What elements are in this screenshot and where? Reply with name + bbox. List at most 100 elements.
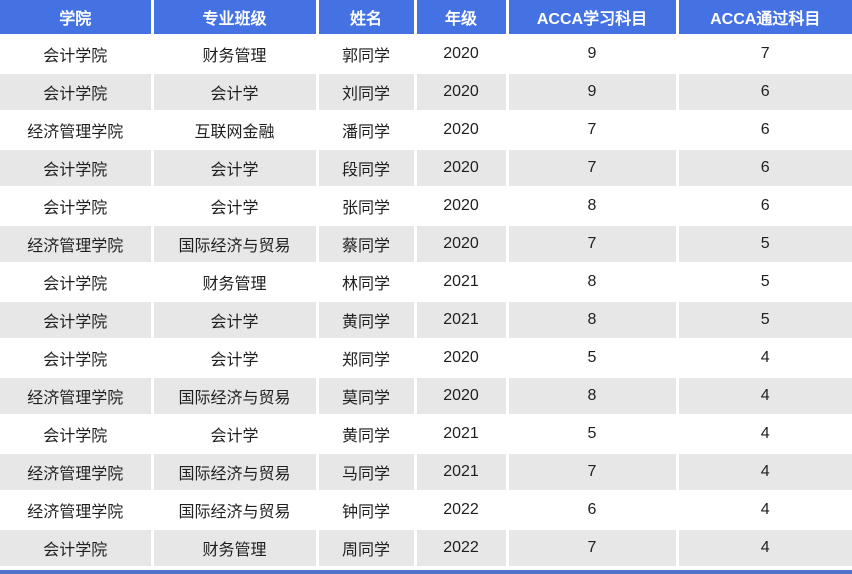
table-cell: 4 (677, 415, 852, 454)
table-cell: 财务管理 (152, 529, 319, 568)
table-cell: 4 (677, 339, 852, 378)
table-cell: 黄同学 (317, 301, 417, 340)
table-cell: 2020 (415, 187, 509, 226)
table-cell: 7 (507, 149, 679, 188)
table-cell: 7 (677, 35, 852, 74)
table-cell: 会计学院 (0, 149, 154, 188)
table-cell: 5 (677, 225, 852, 264)
table-cell: 2022 (415, 529, 509, 568)
table-cell: 4 (677, 529, 852, 568)
table-row: 经济管理学院 国际经济与贸易 莫同学 2020 8 4 (0, 377, 852, 416)
table-cell: 郭同学 (317, 35, 417, 74)
column-header: ACCA通过科目 (677, 0, 852, 36)
table-cell: 林同学 (317, 263, 417, 302)
table-row: 经济管理学院 国际经济与贸易 马同学 2021 7 4 (0, 453, 852, 492)
table-header-row: 学院 专业班级 姓名 年级 ACCA学习科目 ACCA通过科目 (0, 0, 852, 36)
table-cell: 5 (677, 301, 852, 340)
table-cell: 会计学 (152, 415, 319, 454)
table-cell: 8 (507, 187, 679, 226)
table-cell: 张同学 (317, 187, 417, 226)
table-cell: 8 (507, 263, 679, 302)
table-cell: 2021 (415, 453, 509, 492)
table-cell: 会计学院 (0, 301, 154, 340)
table-cell: 2020 (415, 377, 509, 416)
table-cell: 会计学院 (0, 35, 154, 74)
table-cell: 郑同学 (317, 339, 417, 378)
table-cell: 会计学院 (0, 187, 154, 226)
table-cell: 2020 (415, 111, 509, 150)
table-row: 经济管理学院 国际经济与贸易 钟同学 2022 6 4 (0, 491, 852, 530)
column-header: ACCA学习科目 (507, 0, 679, 36)
table-cell: 会计学 (152, 339, 319, 378)
table-cell: 潘同学 (317, 111, 417, 150)
bottom-divider-bar (0, 570, 852, 574)
table-cell: 5 (677, 263, 852, 302)
table-cell: 6 (677, 73, 852, 112)
table-cell: 4 (677, 453, 852, 492)
table-cell: 8 (507, 301, 679, 340)
table-cell: 2021 (415, 301, 509, 340)
table-row: 会计学院 会计学 刘同学 2020 9 6 (0, 73, 852, 112)
table-cell: 会计学院 (0, 529, 154, 568)
table-cell: 5 (507, 415, 679, 454)
table-cell: 会计学院 (0, 339, 154, 378)
table-cell: 9 (507, 73, 679, 112)
table-cell: 黄同学 (317, 415, 417, 454)
table-cell: 经济管理学院 (0, 453, 154, 492)
table-cell: 经济管理学院 (0, 377, 154, 416)
table-cell: 马同学 (317, 453, 417, 492)
table-cell: 经济管理学院 (0, 225, 154, 264)
table-cell: 2021 (415, 415, 509, 454)
column-header: 姓名 (317, 0, 417, 36)
table-cell: 会计学院 (0, 415, 154, 454)
table-header: 学院 专业班级 姓名 年级 ACCA学习科目 ACCA通过科目 (0, 0, 852, 36)
table-cell: 段同学 (317, 149, 417, 188)
table-cell: 4 (677, 491, 852, 530)
table-cell: 会计学 (152, 301, 319, 340)
table-cell: 国际经济与贸易 (152, 453, 319, 492)
table-cell: 会计学院 (0, 73, 154, 112)
table-cell: 经济管理学院 (0, 111, 154, 150)
table-cell: 5 (507, 339, 679, 378)
table-cell: 周同学 (317, 529, 417, 568)
table-cell: 4 (677, 377, 852, 416)
table-cell: 6 (507, 491, 679, 530)
table-row: 会计学院 财务管理 郭同学 2020 9 7 (0, 35, 852, 74)
table-cell: 经济管理学院 (0, 491, 154, 530)
table-cell: 6 (677, 187, 852, 226)
table-cell: 7 (507, 111, 679, 150)
table-cell: 2020 (415, 339, 509, 378)
table-cell: 会计学 (152, 149, 319, 188)
table-row: 会计学院 会计学 张同学 2020 8 6 (0, 187, 852, 226)
table-cell: 7 (507, 453, 679, 492)
table-row: 经济管理学院 互联网金融 潘同学 2020 7 6 (0, 111, 852, 150)
table-row: 会计学院 会计学 黄同学 2021 8 5 (0, 301, 852, 340)
table-cell: 6 (677, 111, 852, 150)
table-cell: 7 (507, 225, 679, 264)
table-cell: 9 (507, 35, 679, 74)
table-cell: 钟同学 (317, 491, 417, 530)
table-body: 会计学院 财务管理 郭同学 2020 9 7 会计学院 会计学 刘同学 2020 9 6 经济管理学院互… (0, 35, 852, 568)
table-cell: 2020 (415, 35, 509, 74)
table-cell: 会计学院 (0, 263, 154, 302)
column-header: 学院 (0, 0, 154, 36)
table-cell: 国际经济与贸易 (152, 491, 319, 530)
column-header: 年级 (415, 0, 509, 36)
table-cell: 莫同学 (317, 377, 417, 416)
table-cell: 2020 (415, 73, 509, 112)
table-cell: 蔡同学 (317, 225, 417, 264)
table-cell: 2021 (415, 263, 509, 302)
table-row: 会计学院 财务管理 林同学 2021 8 5 (0, 263, 852, 302)
column-header: 专业班级 (152, 0, 319, 36)
table-cell: 刘同学 (317, 73, 417, 112)
table-cell: 财务管理 (152, 35, 319, 74)
table-row: 经济管理学院 国际经济与贸易 蔡同学 2020 7 5 (0, 225, 852, 264)
table-cell: 6 (677, 149, 852, 188)
table-row: 会计学院 财务管理 周同学 2022 7 4 (0, 529, 852, 568)
table-cell: 7 (507, 529, 679, 568)
table-cell: 2020 (415, 225, 509, 264)
table-row: 会计学院 会计学 郑同学 2020 5 4 (0, 339, 852, 378)
table-row: 会计学院 会计学 黄同学 2021 5 4 (0, 415, 852, 454)
